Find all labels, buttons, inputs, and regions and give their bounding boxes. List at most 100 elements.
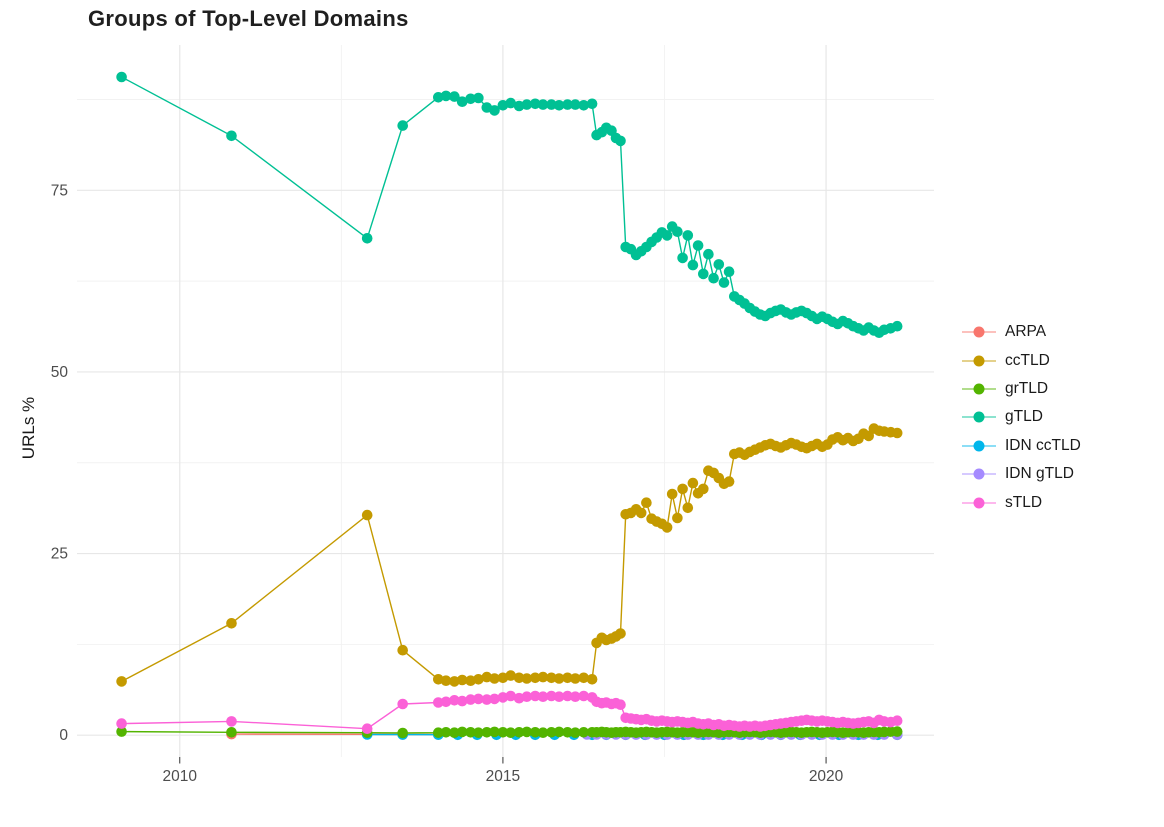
legend-item-idn-cctld: IDN ccTLD — [962, 432, 1081, 460]
data-point — [586, 98, 598, 110]
data-point — [513, 672, 525, 684]
data-point — [682, 230, 694, 241]
data-point — [456, 695, 468, 707]
data-point — [562, 99, 573, 110]
data-point — [672, 512, 683, 524]
data-point — [692, 240, 704, 251]
data-point — [708, 272, 719, 284]
data-point — [635, 507, 647, 519]
data-point — [529, 98, 541, 110]
data-point — [641, 497, 652, 509]
data-point — [465, 694, 476, 705]
series-stld — [116, 690, 903, 734]
data-point — [687, 477, 699, 489]
data-point — [456, 96, 468, 107]
data-point — [440, 675, 452, 686]
data-point — [226, 130, 237, 142]
series-grtld — [116, 726, 903, 739]
data-point — [723, 476, 735, 487]
legend-key-icon — [962, 496, 996, 510]
data-point — [703, 248, 714, 260]
data-point — [562, 727, 573, 738]
data-point — [397, 698, 409, 710]
data-point — [449, 695, 460, 706]
data-point — [397, 644, 409, 656]
data-point — [489, 105, 500, 116]
data-point — [440, 696, 452, 708]
chart-title: Groups of Top-Level Domains — [88, 6, 409, 31]
data-point — [891, 715, 903, 726]
data-point — [546, 99, 557, 110]
data-point — [226, 716, 237, 727]
legend-item-cctld: ccTLD — [962, 346, 1081, 374]
legend-label: ARPA — [1005, 323, 1047, 341]
data-point — [713, 259, 725, 270]
data-point — [570, 99, 581, 110]
data-point — [449, 91, 460, 102]
data-point — [521, 673, 533, 684]
data-point — [553, 100, 565, 111]
data-point — [397, 120, 409, 131]
legend-key-icon — [962, 467, 996, 481]
data-point — [723, 266, 735, 278]
y-tick-label: 75 — [51, 182, 68, 199]
data-point — [562, 672, 573, 684]
data-point — [433, 697, 444, 708]
legend-item-idn-gtld: IDN gTLD — [962, 460, 1081, 488]
data-point — [449, 727, 460, 738]
y-tick-label: 25 — [51, 546, 68, 563]
y-tick-label: 50 — [51, 364, 69, 381]
data-point — [226, 727, 237, 738]
legend-key-icon — [962, 382, 996, 396]
data-point — [361, 233, 373, 244]
data-point — [677, 483, 688, 495]
data-point — [698, 268, 709, 280]
data-point — [578, 100, 589, 111]
x-tick-label: 2020 — [809, 768, 844, 785]
data-point — [397, 727, 409, 739]
data-point — [562, 690, 573, 702]
data-point — [615, 135, 626, 147]
series-line — [121, 427, 898, 683]
data-point — [529, 672, 541, 684]
data-point — [570, 673, 581, 684]
data-point — [529, 690, 541, 702]
data-point — [521, 726, 533, 738]
data-point — [570, 727, 581, 738]
data-point — [537, 99, 549, 110]
data-point — [505, 670, 516, 681]
legend: ARPA ccTLD grTLD gTLD IDN ccTLD IDN gTLD… — [962, 318, 1081, 517]
data-point — [433, 727, 444, 738]
data-point — [505, 727, 516, 738]
data-point — [481, 727, 493, 738]
legend-label: IDN gTLD — [1005, 465, 1074, 483]
data-point — [687, 259, 699, 271]
y-tick-label: 0 — [59, 727, 68, 744]
data-point — [505, 97, 516, 109]
legend-label: grTLD — [1005, 379, 1049, 397]
series-line — [121, 76, 898, 334]
legend-label: IDN ccTLD — [1005, 436, 1081, 454]
data-point — [473, 674, 484, 685]
data-point — [529, 727, 541, 738]
data-point — [891, 427, 903, 439]
data-point — [537, 671, 549, 683]
data-point — [361, 509, 373, 521]
legend-label: sTLD — [1005, 493, 1043, 511]
data-point — [465, 727, 476, 738]
legend-label: gTLD — [1005, 408, 1043, 426]
legend-key-icon — [962, 354, 996, 368]
series-cctld — [116, 423, 903, 687]
data-point — [546, 672, 557, 684]
data-point — [521, 691, 533, 702]
data-point — [473, 92, 484, 104]
data-point — [489, 726, 500, 738]
data-point — [489, 693, 500, 705]
data-point — [553, 726, 565, 738]
series-gtld — [116, 71, 903, 339]
data-point — [465, 93, 476, 105]
data-point — [615, 628, 626, 639]
legend-key-icon — [962, 325, 996, 339]
data-point — [891, 726, 903, 737]
data-point — [116, 726, 127, 737]
